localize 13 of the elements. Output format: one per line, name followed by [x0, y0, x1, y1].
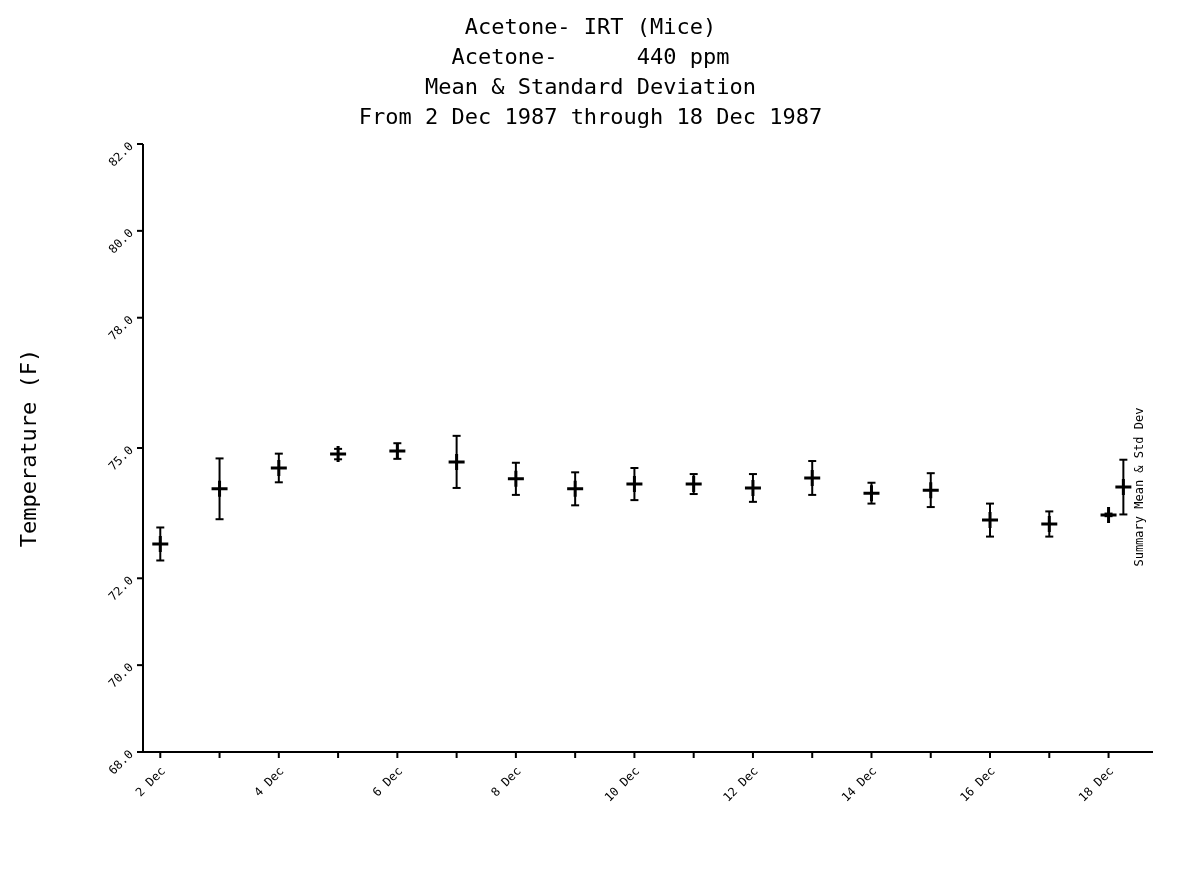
chart-title: Acetone- IRT (Mice) — [463, 13, 718, 41]
x-tick-label: 14 Dec — [838, 763, 880, 805]
x-tick-label: 10 Dec — [601, 763, 643, 805]
x-tick-label: 18 Dec — [1075, 763, 1117, 805]
x-tick-label: 8 Dec — [488, 763, 524, 800]
x-tick-label: 6 Dec — [369, 763, 406, 800]
chart-subtitle: Acetone- 440 ppm Mean & Standard Deviation From 2 Dec 1987 through 18 Dec 1987 — [357, 43, 824, 131]
x-tick-label: 4 Dec — [251, 763, 287, 800]
x-tick-label: 16 Dec — [957, 763, 998, 805]
y-axis-title: Temperature (F) — [15, 348, 41, 548]
x-tick-label: 2 Dec — [132, 763, 169, 800]
text: Summary Mean & Std Dev — [1132, 407, 1147, 567]
x-tick-label: 12 Dec — [720, 763, 761, 805]
